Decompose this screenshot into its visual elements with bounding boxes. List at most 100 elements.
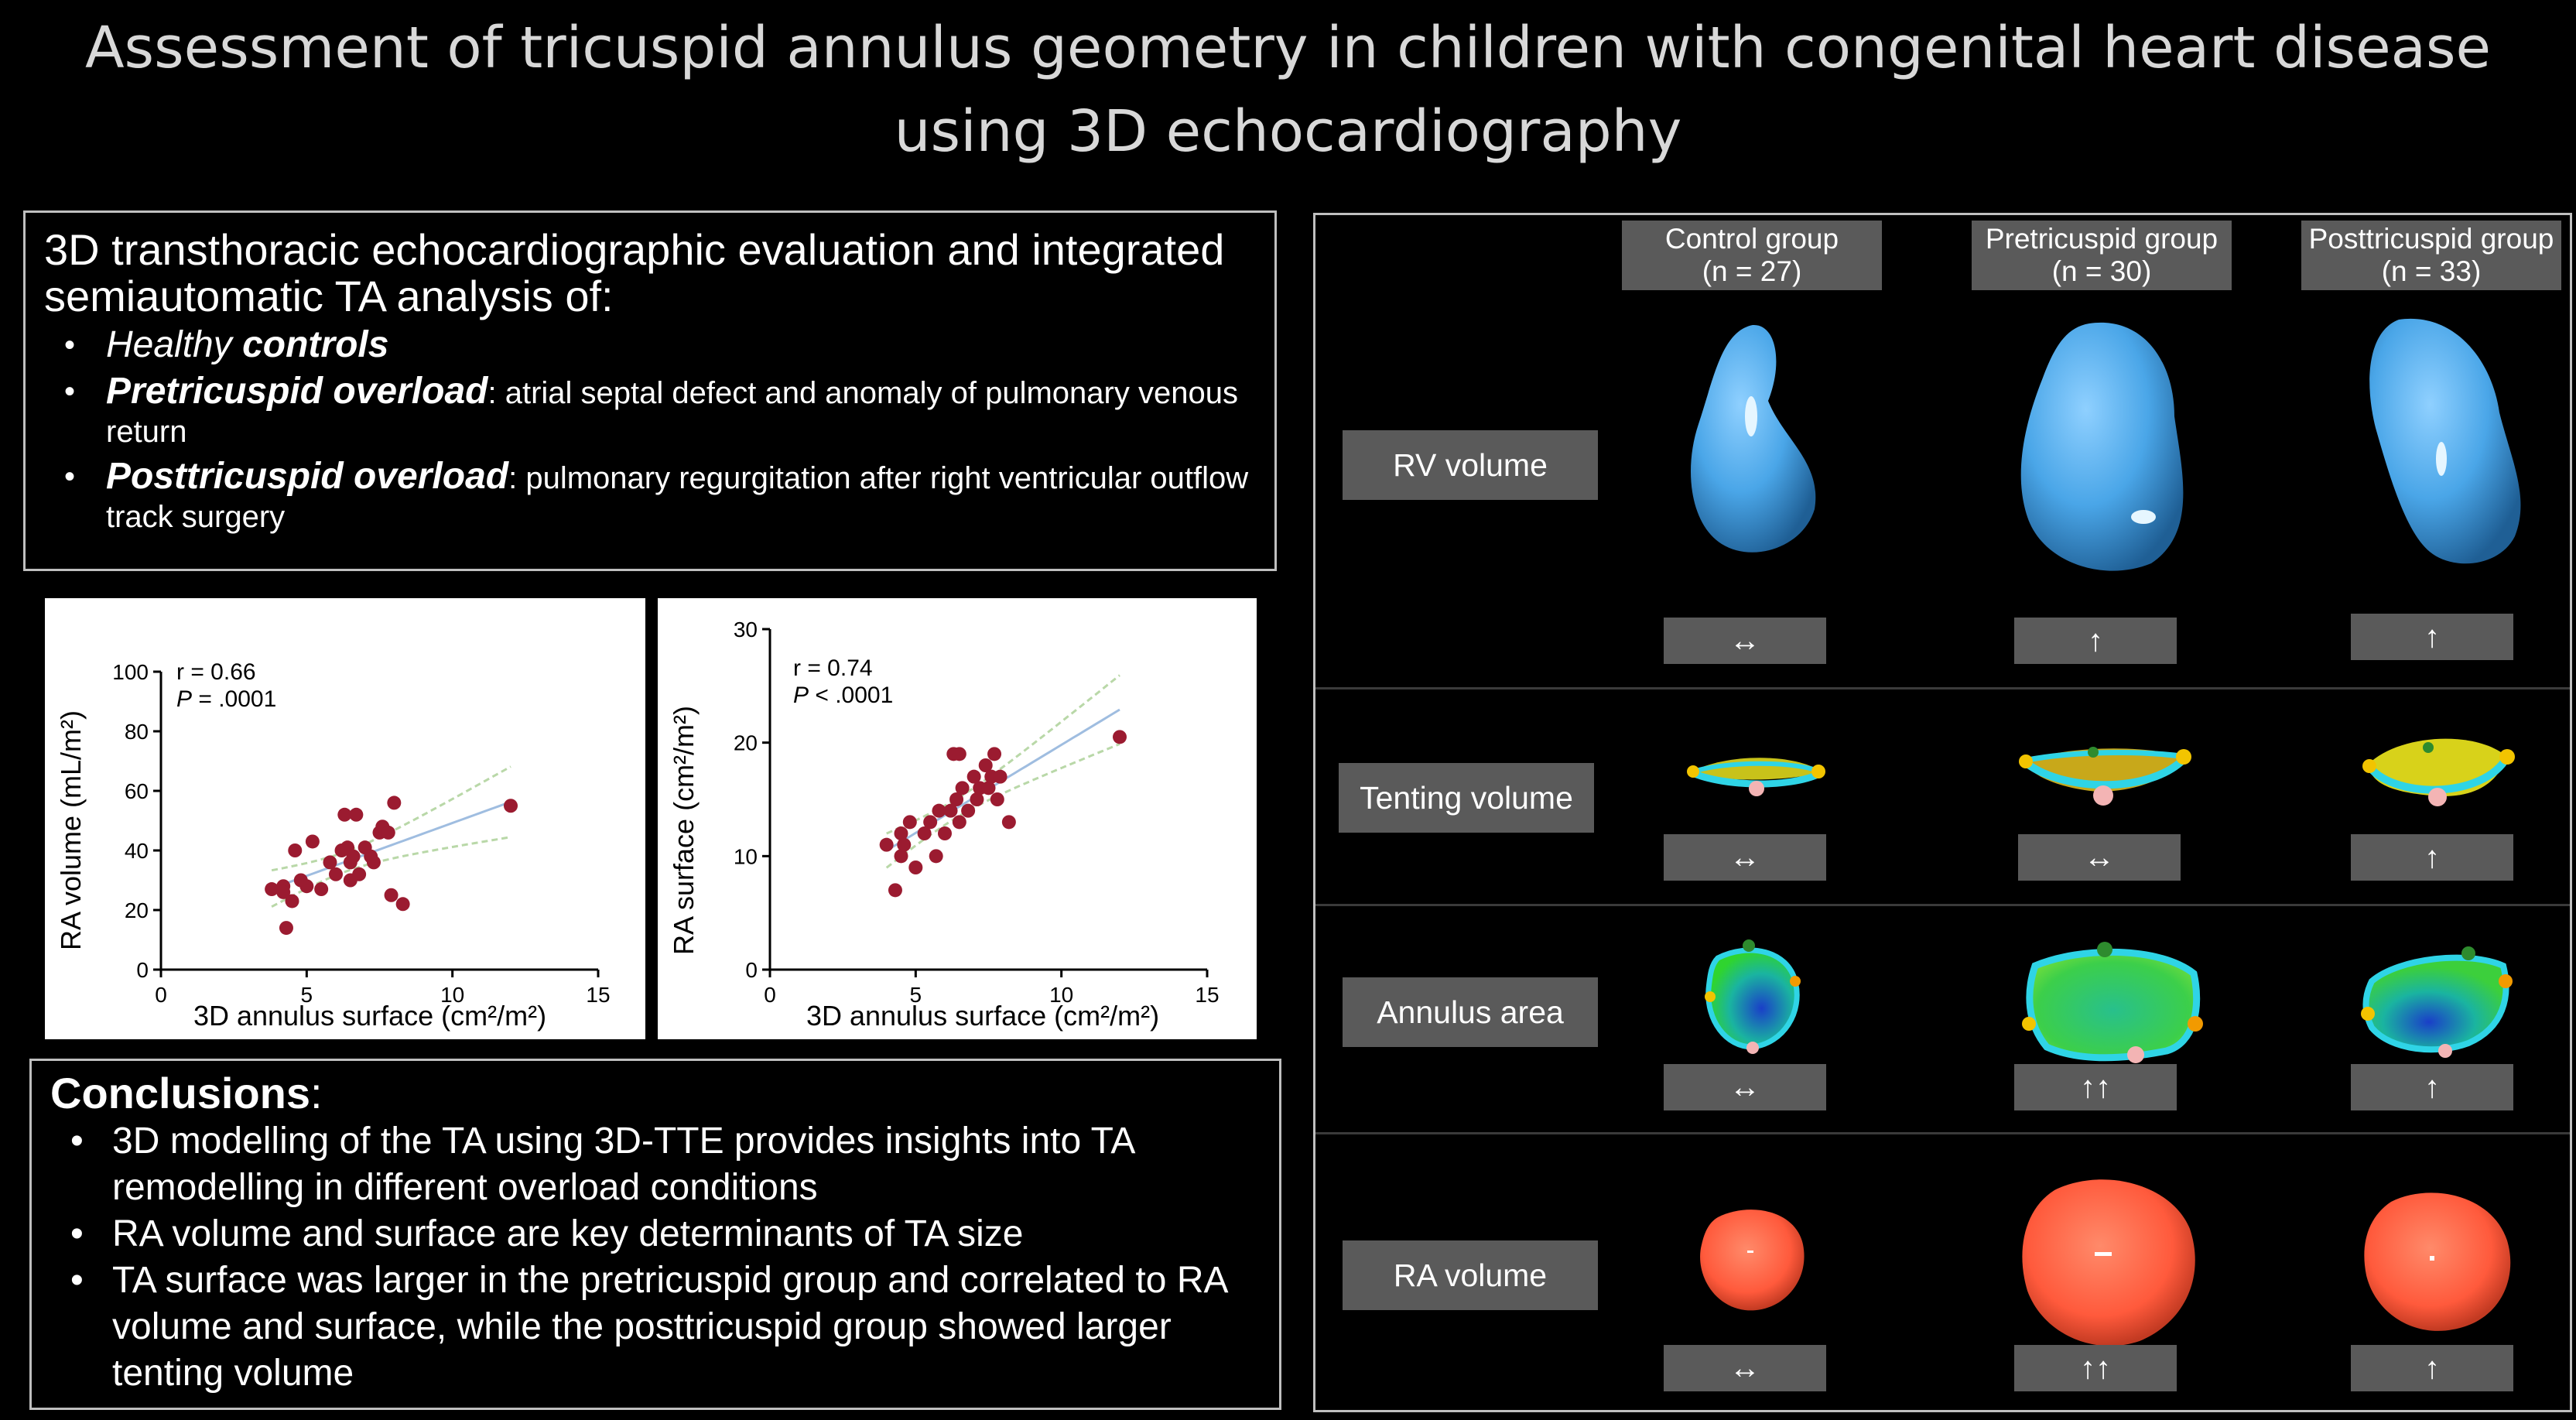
tenting-posttricuspid-image (2362, 738, 2515, 806)
data-point (966, 769, 981, 784)
annulus-control-image (1705, 939, 1801, 1054)
data-point (352, 867, 367, 881)
data-point (349, 807, 364, 822)
data-point (902, 815, 917, 830)
x-tick-label: 15 (1195, 983, 1219, 1007)
scatter-plot-ra-surface: 0 10 20 30 0 5 10 15 RA surface (cm²/m²) 3D ann… (658, 598, 1257, 1039)
item-strong: Posttricuspid overload (106, 456, 509, 497)
row-divider (1315, 1132, 2570, 1134)
arrow-tenting-posttricuspid: ↑ (2351, 834, 2513, 881)
x-tick-label: 0 (155, 983, 167, 1007)
arrow-rv-control: ↔ (1664, 618, 1826, 664)
annulus-posttricuspid-image (2361, 946, 2513, 1058)
group-name: Posttricuspid group (2308, 223, 2554, 255)
y-tick-label: 100 (112, 660, 149, 684)
data-point (384, 888, 399, 902)
arrow-ra-posttricuspid: ↑ (2351, 1345, 2513, 1391)
conclusions-box: Conclusions: 3D modelling of the TA usin… (29, 1059, 1281, 1410)
tenting-pretricuspid-image (2019, 747, 2191, 806)
data-point (897, 837, 912, 852)
data-point (894, 826, 908, 840)
poster-title: Assessment of tricuspid annulus geometry… (84, 15, 2492, 165)
item-strong: controls (242, 324, 389, 365)
group-n: (n = 33) (2381, 255, 2482, 287)
arrow-rv-posttricuspid: ↑ (2351, 614, 2513, 660)
plot-axes: 0 10 20 30 0 5 10 15 (734, 618, 1220, 1007)
data-point (961, 803, 976, 818)
plot-points (879, 730, 1127, 898)
data-point (265, 882, 279, 897)
data-point (949, 792, 964, 806)
y-tick-label: 40 (125, 839, 149, 863)
plot-p-number: < .0001 (809, 683, 893, 708)
arrow-ra-pretricuspid: ↑↑ (2014, 1345, 2177, 1391)
conclusions-heading: Conclusions: (50, 1069, 1261, 1118)
conclusions-title: Conclusions (50, 1069, 311, 1117)
plot-points (265, 796, 518, 936)
data-point (346, 849, 361, 864)
data-point (504, 799, 518, 813)
group-n: (n = 30) (2051, 255, 2152, 287)
data-point (987, 747, 1002, 761)
data-point (329, 867, 343, 881)
group-name: Pretricuspid group (1985, 223, 2219, 255)
data-point (305, 834, 320, 849)
data-point (908, 861, 923, 874)
row-label-annulus-area: Annulus area (1343, 977, 1598, 1047)
x-tick-label: 0 (764, 983, 776, 1007)
data-point (381, 825, 395, 840)
arrow-ra-control: ↔ (1664, 1345, 1826, 1391)
row-divider (1315, 904, 2570, 906)
plot-axes: 0 20 40 60 80 100 0 5 10 15 (112, 660, 610, 1007)
data-point (276, 885, 291, 899)
rv-volume-posttricuspid-image (2369, 318, 2521, 564)
imaging-panel: Control group (n = 27) Pretricuspid grou… (1313, 213, 2572, 1412)
column-header-posttricuspid: Posttricuspid group (n = 33) (2301, 221, 2561, 290)
data-point (894, 849, 908, 864)
list-item: 3D modelling of the TA using 3D-TTE prov… (50, 1118, 1261, 1211)
data-point (929, 849, 943, 864)
rv-volume-pretricuspid-image (2020, 322, 2184, 571)
y-tick-label: 30 (734, 618, 758, 642)
data-point (952, 815, 966, 830)
data-point (943, 803, 958, 818)
data-point (938, 826, 952, 840)
data-point (932, 803, 946, 818)
item-text: : pulmonary regurgitation after right ve… (106, 461, 1249, 534)
ra-volume-pretricuspid-image (2022, 1179, 2195, 1346)
data-point (1001, 815, 1016, 830)
intro-list: Healthy controls Pretricuspid overload: … (44, 326, 1256, 536)
ci-lower-line (885, 743, 1120, 869)
x-tick-label: 5 (301, 983, 313, 1007)
row-label-ra-volume: RA volume (1343, 1240, 1598, 1310)
plot-p-label: P (176, 686, 192, 712)
plot-r-value: r = 0.66 (176, 659, 256, 685)
y-tick-label: 20 (125, 898, 149, 922)
arrow-annulus-pretricuspid: ↑↑ (2014, 1064, 2177, 1110)
data-point (299, 879, 314, 894)
rv-volume-control-image (1691, 324, 1816, 553)
plot-xlabel: 3D annulus surface (cm²/m²) (806, 1000, 1159, 1032)
tenting-control-image (1687, 758, 1825, 796)
data-point (285, 894, 299, 908)
row-label-tenting-volume: Tenting volume (1339, 763, 1594, 833)
x-tick-label: 10 (440, 983, 464, 1007)
plot-p-number: = .0001 (192, 686, 276, 712)
data-point (955, 781, 970, 796)
item-text: : atrial septal defect and anomaly of pu… (106, 376, 1238, 449)
y-tick-label: 20 (734, 731, 758, 755)
y-tick-label: 60 (125, 779, 149, 803)
arrow-tenting-pretricuspid: ↔ (2018, 834, 2181, 881)
ra-volume-control-image (1700, 1210, 1805, 1311)
annulus-pretricuspid-image (2022, 942, 2203, 1063)
y-tick-label: 0 (136, 958, 149, 982)
data-point (288, 843, 303, 857)
scatter-plot-ra-volume: 0 20 40 60 80 100 0 5 10 15 RA volume (mL/m²) 3D … (45, 598, 645, 1039)
plot-xlabel: 3D annulus surface (cm²/m²) (193, 1000, 546, 1032)
data-point (978, 758, 993, 772)
arrow-rv-pretricuspid: ↑ (2014, 618, 2177, 664)
ra-volume-posttricuspid-image (2364, 1192, 2511, 1331)
data-point (1113, 730, 1127, 744)
plot-svg-2: 0 10 20 30 0 5 10 15 RA surface (cm²/m²) 3D ann… (668, 618, 1220, 1032)
column-header-control: Control group (n = 27) (1622, 221, 1882, 290)
